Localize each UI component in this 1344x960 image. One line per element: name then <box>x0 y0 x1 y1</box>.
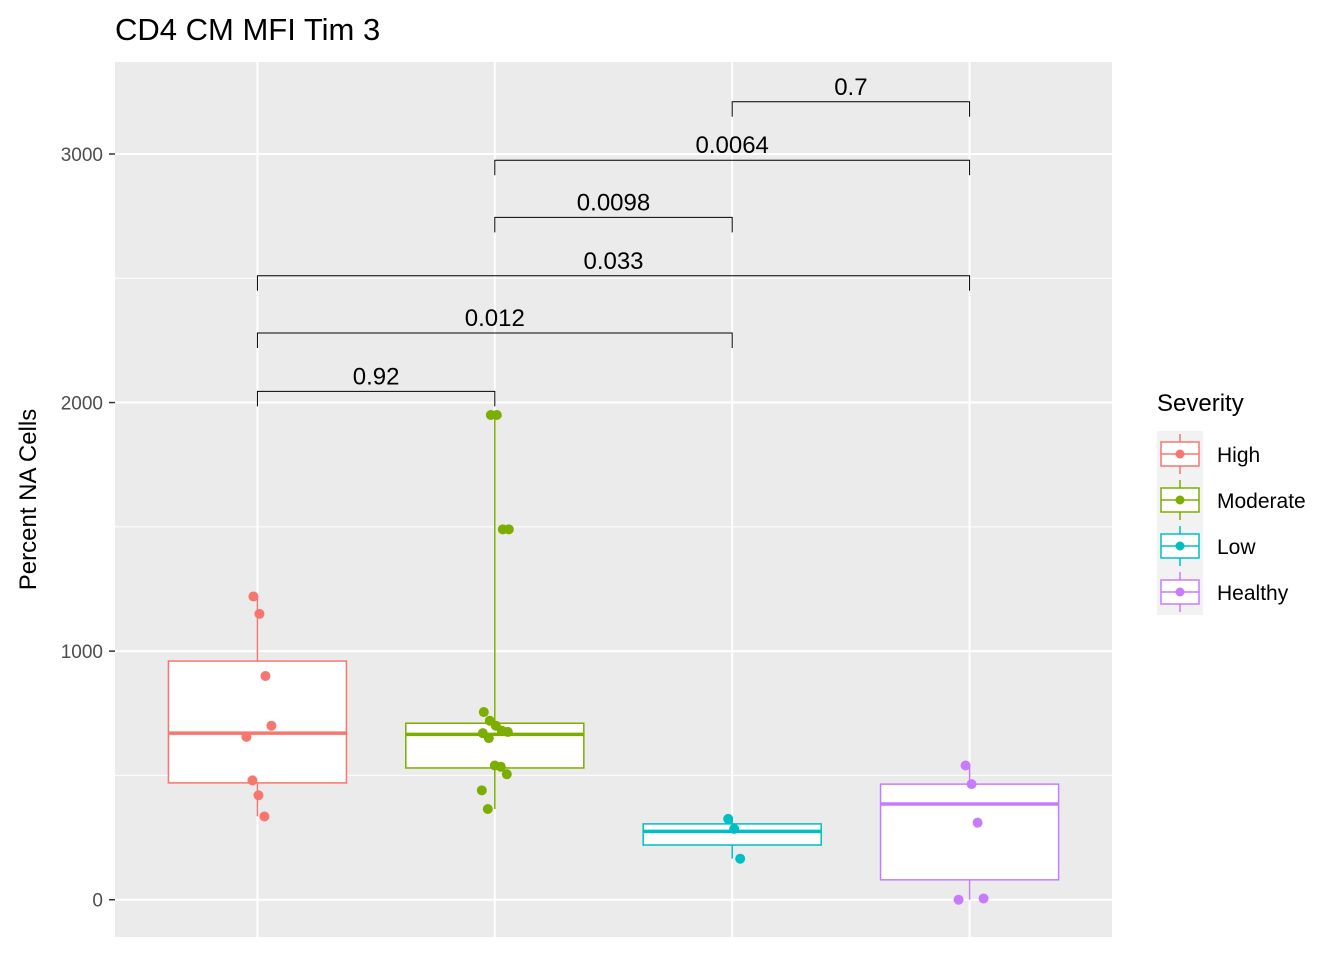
y-tick-label: 1000 <box>61 642 103 663</box>
point-high <box>266 720 277 731</box>
point-high <box>260 670 271 681</box>
point-healthy <box>978 893 989 904</box>
legend: Severity High Moderate Low Healthy <box>1157 390 1306 615</box>
point-moderate <box>476 785 487 796</box>
point-low <box>735 853 746 864</box>
point-high <box>247 775 258 786</box>
point-moderate <box>495 761 506 772</box>
comparison-bracket <box>256 275 971 291</box>
y-tick-label: 3000 <box>61 145 103 166</box>
boxes-layer <box>167 414 1060 900</box>
point-high <box>248 591 259 602</box>
point-high <box>241 731 252 742</box>
point-high <box>253 790 264 801</box>
comparisons-layer: 0.92 0.012 0.033 0.0098 0.0064 0.7 <box>256 74 971 407</box>
comparison-bracket <box>494 159 971 176</box>
point-moderate <box>482 803 493 814</box>
legend-label-low: Low <box>1217 536 1256 559</box>
box-low <box>642 823 822 846</box>
point-moderate <box>491 409 502 420</box>
legend-key-point <box>1175 495 1185 505</box>
p-value-label: 0.012 <box>465 305 525 332</box>
point-healthy <box>966 779 977 790</box>
point-healthy <box>960 760 971 771</box>
point-low <box>729 823 740 834</box>
box-high <box>167 660 348 784</box>
point-high <box>259 811 270 822</box>
legend-label-healthy: Healthy <box>1217 582 1289 605</box>
chart-title: CD4 CM MFI Tim 3 <box>115 12 380 47</box>
point-moderate <box>502 726 513 737</box>
p-value-label: 0.0064 <box>695 132 768 159</box>
point-healthy <box>972 817 983 828</box>
legend-label-moderate: Moderate <box>1217 490 1306 513</box>
legend-key-point <box>1175 541 1185 551</box>
point-moderate <box>503 524 514 535</box>
point-healthy <box>953 894 964 905</box>
legend-key-point <box>1175 449 1185 459</box>
comparison-bracket <box>731 101 971 117</box>
legend-key-point <box>1175 587 1185 597</box>
comparison-bracket <box>256 332 733 348</box>
box-healthy <box>879 783 1060 881</box>
p-value-label: 0.92 <box>353 363 400 390</box>
y-axis: 0 1000 2000 3000 <box>61 145 115 912</box>
p-value-label: 0.7 <box>834 74 867 101</box>
comparison-bracket <box>256 390 496 407</box>
point-moderate <box>478 707 489 718</box>
y-tick-label: 0 <box>92 891 103 912</box>
point-high <box>254 608 265 619</box>
y-axis-label: Percent NA Cells <box>15 409 42 590</box>
legend-label-high: High <box>1217 444 1260 467</box>
p-value-label: 0.0098 <box>577 189 650 216</box>
y-tick-label: 2000 <box>61 394 103 415</box>
points-layer <box>241 409 989 905</box>
point-moderate <box>501 769 512 780</box>
legend-title: Severity <box>1157 390 1244 417</box>
p-value-label: 0.033 <box>583 248 643 275</box>
point-moderate <box>483 733 494 744</box>
comparison-bracket <box>494 216 733 233</box>
point-low <box>723 813 734 824</box>
